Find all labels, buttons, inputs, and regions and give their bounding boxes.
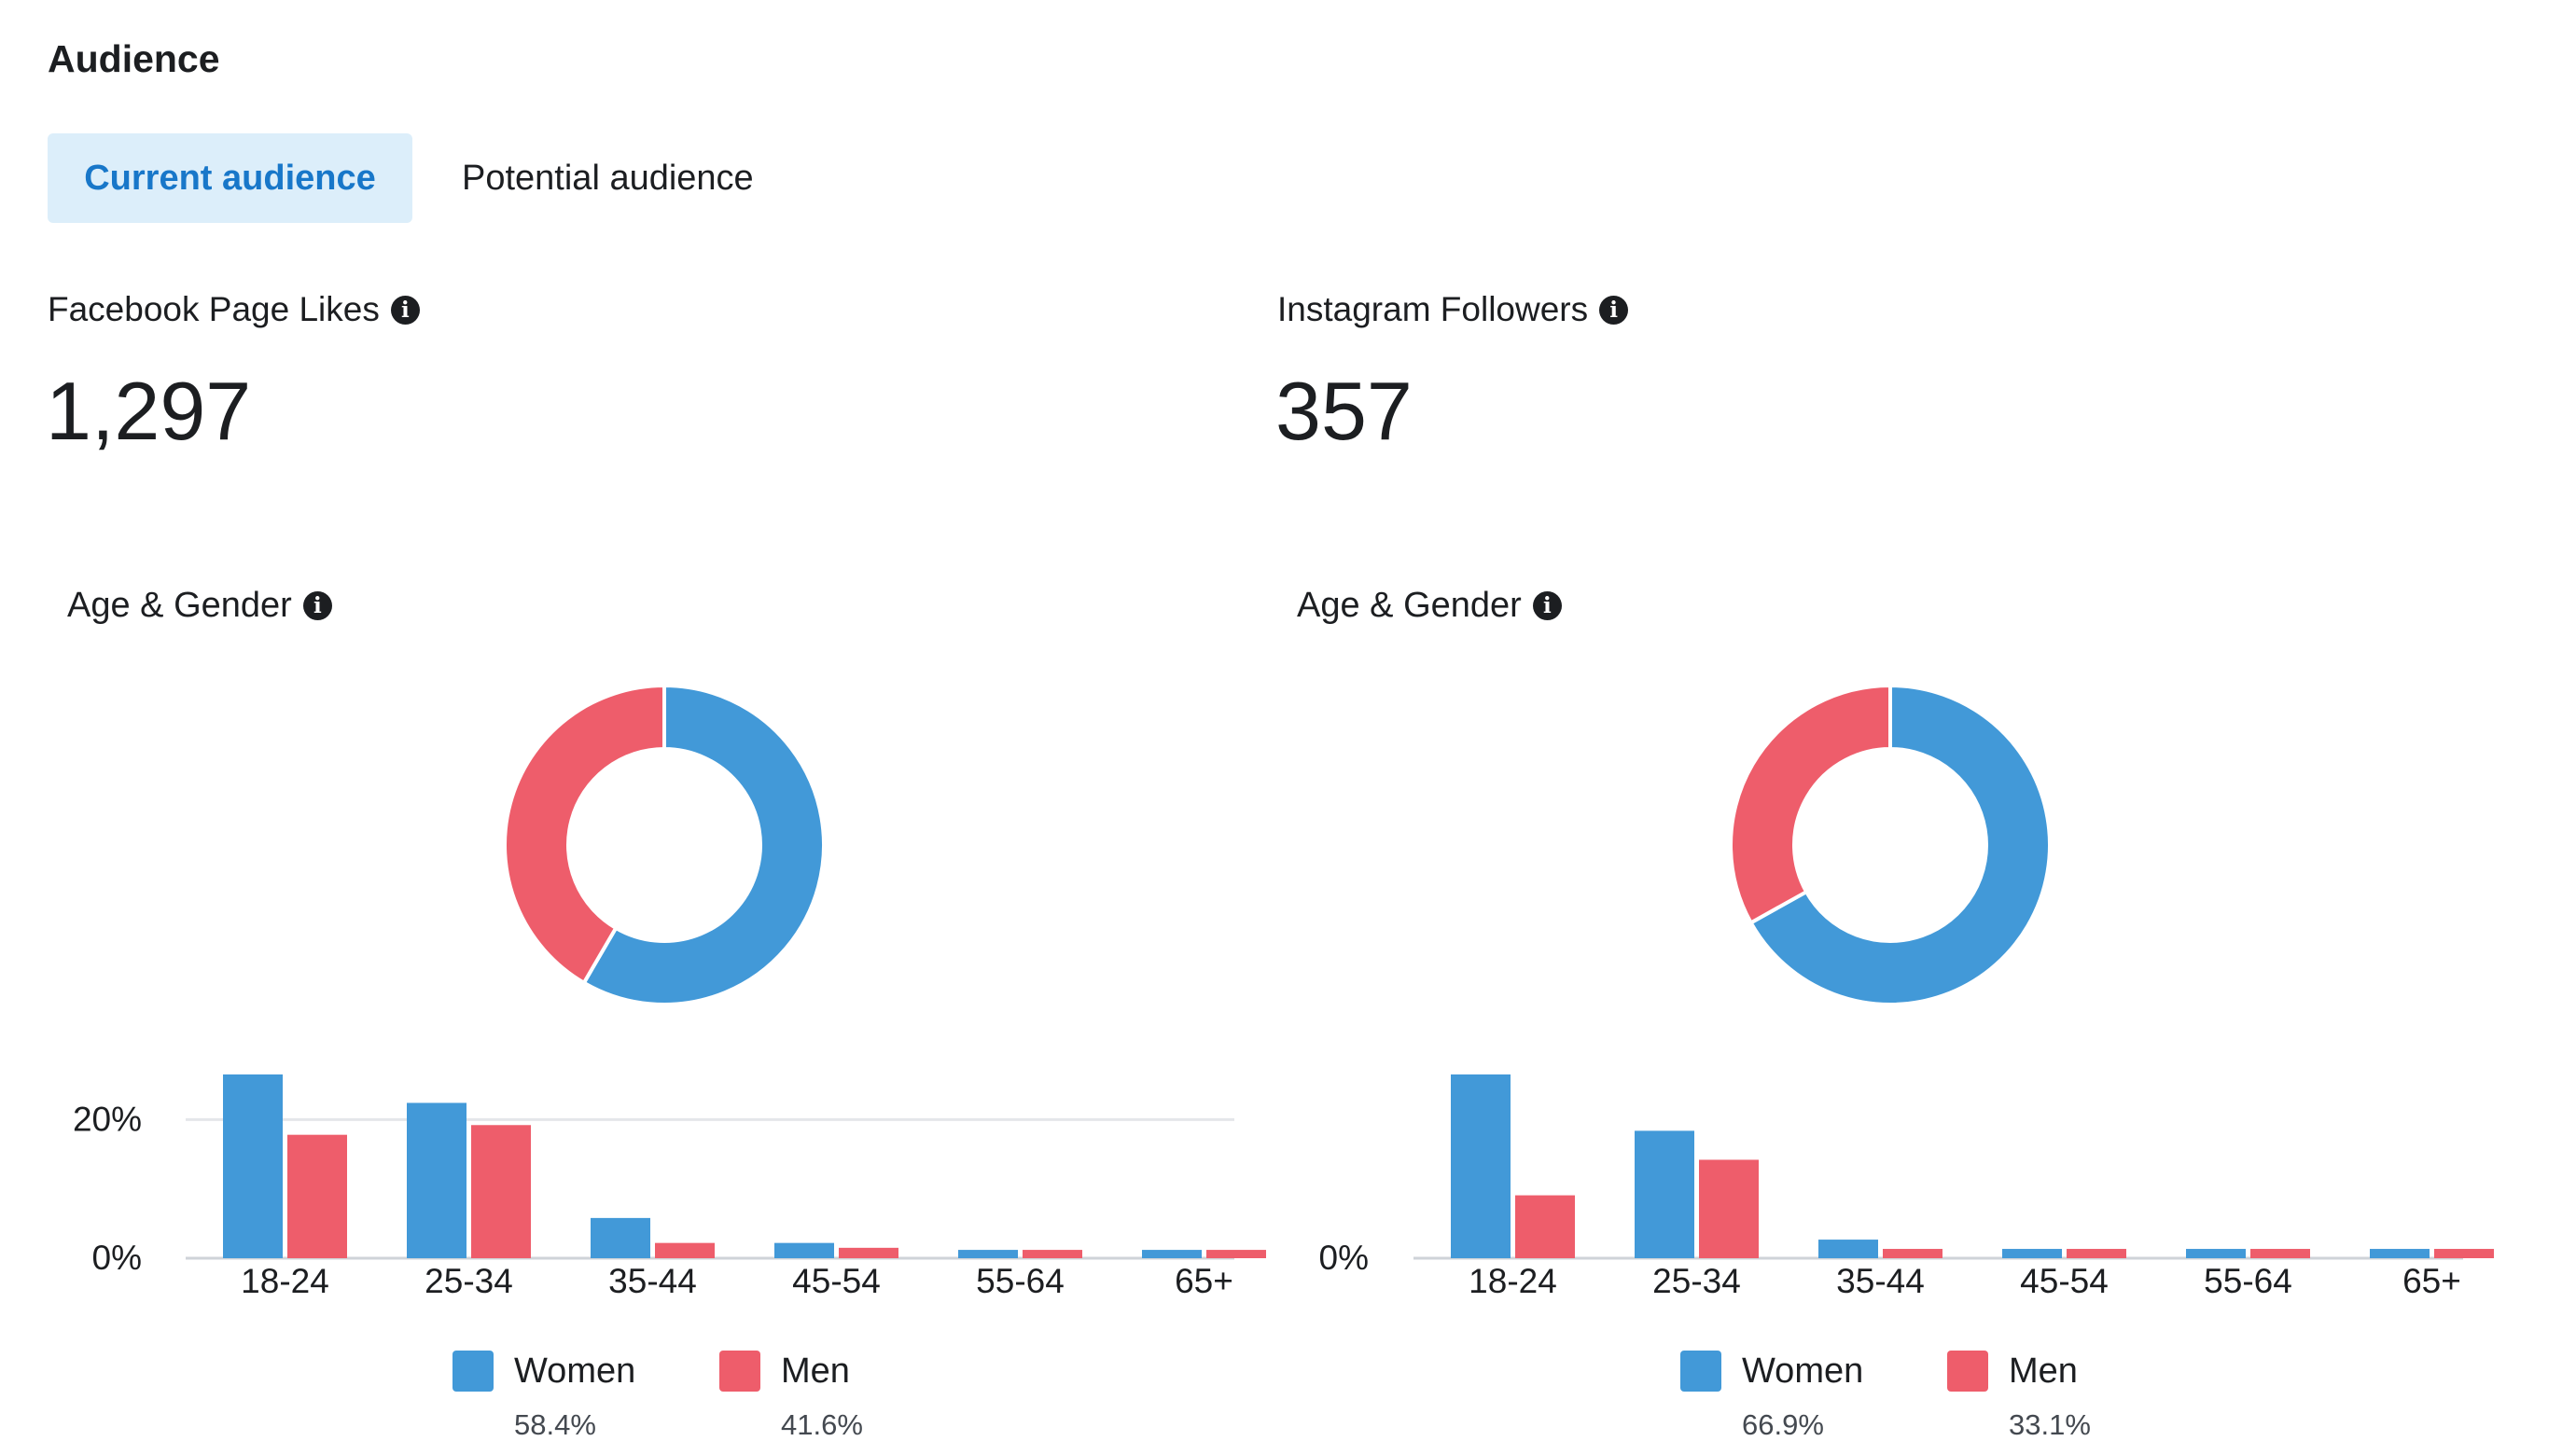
bar-women-45-54: [2002, 1249, 2062, 1258]
bar-women-45-54: [774, 1242, 834, 1258]
x-tick-label: 25-34: [425, 1262, 513, 1300]
bar-women-65+: [2370, 1249, 2430, 1258]
x-tick-label: 55-64: [976, 1262, 1065, 1300]
legend-swatch-men: [1947, 1351, 1988, 1392]
x-tick-label: 65+: [1175, 1262, 1233, 1300]
legend-percent-men: 41.6%: [781, 1408, 863, 1441]
bar-men-55-64: [1023, 1250, 1082, 1258]
chart-title-text: Age & Gender: [1297, 586, 1522, 625]
info-icon[interactable]: i: [302, 591, 332, 620]
x-tick-label: 45-54: [2020, 1262, 2109, 1300]
donut-slice-women: [581, 683, 826, 1006]
bar-men-35-44: [1883, 1249, 1942, 1258]
section-title: Audience: [48, 37, 220, 80]
bar-men-55-64: [2250, 1249, 2310, 1258]
legend-percent-women: 66.9%: [1742, 1408, 1824, 1441]
bar-women-25-34: [407, 1102, 466, 1258]
bar-women-18-24: [1451, 1074, 1511, 1258]
x-tick-label: 35-44: [608, 1262, 697, 1300]
y-tick-label: 0%: [1319, 1239, 1369, 1277]
legend-percent-women: 58.4%: [514, 1408, 596, 1441]
bar-women-35-44: [1818, 1240, 1878, 1258]
instagram-followers-value: 357: [1275, 365, 1413, 457]
instagram-followers-label: Instagram Followers i: [1277, 290, 1629, 329]
legend-label-women: Women: [1742, 1351, 1863, 1391]
bar-women-65+: [1142, 1250, 1202, 1258]
legend-swatch-men: [719, 1351, 760, 1392]
legend-label-men: Men: [781, 1351, 850, 1391]
bar-women-55-64: [958, 1250, 1018, 1258]
info-icon[interactable]: i: [1532, 591, 1562, 620]
x-tick-label: 45-54: [792, 1262, 881, 1300]
legend-swatch-women: [1680, 1351, 1721, 1392]
x-tick-label: 35-44: [1836, 1262, 1925, 1300]
donut-slice-men: [1729, 683, 1892, 926]
bar-men-18-24: [287, 1134, 347, 1258]
info-icon[interactable]: i: [390, 295, 420, 325]
bar-men-45-54: [2067, 1249, 2126, 1258]
x-tick-label: 65+: [2402, 1262, 2461, 1300]
tab-current-audience[interactable]: Current audience: [48, 133, 412, 223]
bar-women-35-44: [591, 1217, 650, 1258]
age-gender-chart: 0% 18-24 25-34 35-44 45-54 55-64 65+ Women 66.9%…: [1319, 683, 2494, 1441]
bar-men-18-24: [1515, 1195, 1575, 1258]
bar-women-25-34: [1635, 1130, 1694, 1258]
legend-label-men: Men: [2009, 1351, 2078, 1391]
x-tick-label: 25-34: [1652, 1262, 1741, 1300]
chart-title-facebook: Age & Gender i: [67, 586, 332, 626]
donut-slice-women: [1748, 683, 2052, 1006]
legend-label-women: Women: [514, 1351, 635, 1391]
x-tick-label: 18-24: [241, 1262, 329, 1300]
age-gender-chart: 0% 20% 18-24 25-34 35-44 45-54 55-64 65+ Women 58…: [73, 683, 1266, 1441]
chart-title-instagram: Age & Gender i: [1297, 586, 1562, 626]
facebook-likes-label: Facebook Page Likes i: [48, 290, 420, 329]
bar-men-35-44: [655, 1242, 715, 1258]
bar-men-25-34: [471, 1125, 531, 1258]
instagram-followers-label-text: Instagram Followers: [1277, 290, 1589, 328]
bar-men-65+: [2434, 1249, 2494, 1258]
bar-men-45-54: [839, 1247, 898, 1258]
facebook-likes-label-text: Facebook Page Likes: [48, 290, 380, 328]
bar-men-25-34: [1699, 1159, 1759, 1258]
y-tick-label: 0%: [92, 1239, 142, 1277]
y-tick-label: 20%: [73, 1100, 142, 1138]
bar-women-55-64: [2186, 1249, 2246, 1258]
donut-slice-men: [503, 683, 666, 986]
facebook-likes-value: 1,297: [46, 365, 252, 457]
bar-men-65+: [1206, 1250, 1266, 1258]
x-tick-label: 18-24: [1469, 1262, 1557, 1300]
legend-percent-men: 33.1%: [2009, 1408, 2091, 1441]
x-tick-label: 55-64: [2204, 1262, 2292, 1300]
info-icon[interactable]: i: [1599, 295, 1629, 325]
tab-potential-audience[interactable]: Potential audience: [462, 158, 754, 198]
chart-title-text: Age & Gender: [67, 586, 292, 625]
legend-swatch-women: [453, 1351, 494, 1392]
bar-women-18-24: [223, 1074, 283, 1258]
